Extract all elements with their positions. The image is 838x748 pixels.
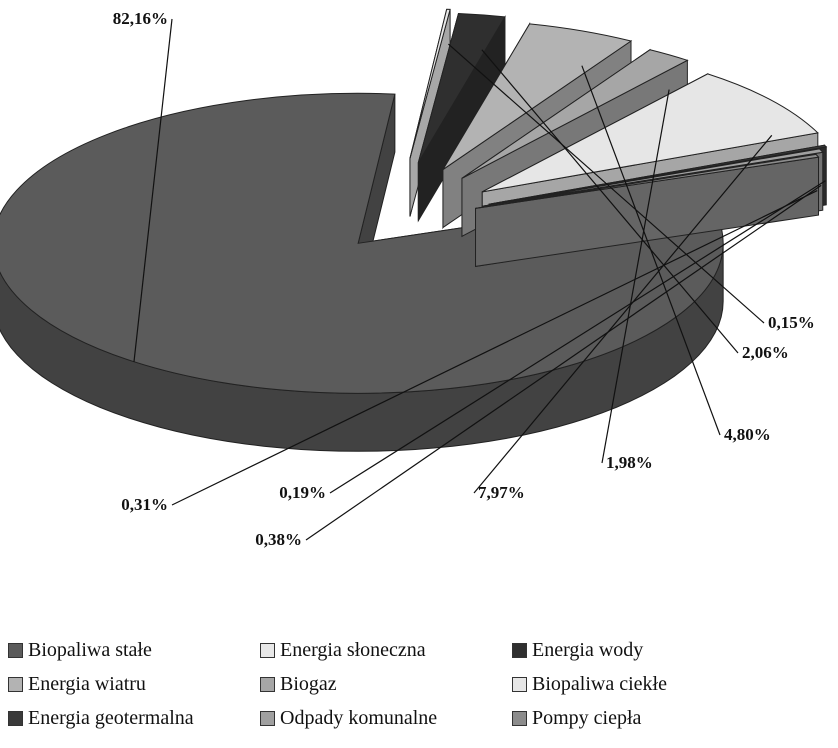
leader-line: [305, 184, 822, 541]
legend-item: Energia wiatru: [8, 672, 260, 696]
leader-line: [601, 89, 670, 464]
legend-swatch: [8, 642, 23, 658]
leader-line: [473, 134, 773, 494]
leader-line: [448, 43, 765, 324]
legend-label: Energia wody: [532, 638, 644, 661]
legend-label: Pompy ciepła: [532, 706, 642, 729]
legend-item: Energia geotermalna: [8, 706, 260, 730]
pie-slice-top: [442, 23, 633, 170]
slice-value-label: 0,15%: [768, 313, 815, 332]
pie-slice-top: [482, 73, 819, 193]
pie-slice-top: [475, 153, 820, 209]
legend-label: Energia geotermalna: [28, 706, 194, 729]
slice-value-label: 1,98%: [606, 453, 653, 472]
pie-slice-top: [488, 144, 828, 205]
slice-value-label: 0,31%: [121, 495, 168, 514]
legend-swatch: [512, 676, 527, 692]
legend-item: Pompy ciepła: [512, 706, 764, 730]
legend-label: Odpady komunalne: [280, 706, 438, 729]
pie-chart: 82,16% 0,15% 2,06% 4,80% 1,98% 7,97% 0,19% 0,38…: [0, 8, 828, 549]
legend-label: Biopaliwa ciekłe: [532, 672, 667, 695]
legend-item: Energia słoneczna: [260, 638, 512, 662]
leader-line: [133, 18, 173, 362]
slice-value-label: 0,19%: [279, 483, 326, 502]
slice-value-label: 7,97%: [478, 483, 525, 502]
legend-swatch: [260, 642, 275, 658]
leader-line: [171, 189, 818, 506]
legend-item: Biogaz: [260, 672, 512, 696]
slice-value-label: 2,06%: [742, 343, 789, 362]
pie-slices: [0, 8, 828, 452]
pie-slice-top: [409, 8, 451, 159]
legend-item: Odpady komunalne: [260, 706, 512, 730]
legend-swatch: [260, 710, 275, 726]
slice-value-label: 4,80%: [724, 425, 771, 444]
legend-swatch: [8, 710, 23, 726]
pie-slice-top: [482, 148, 824, 207]
pie-slice-top: [461, 49, 689, 179]
legend-item: Biopaliwa ciekłe: [512, 672, 764, 696]
pie-labels: 82,16% 0,15% 2,06% 4,80% 1,98% 7,97% 0,19% 0,38…: [113, 9, 826, 549]
legend-label: Energia słoneczna: [280, 638, 426, 661]
legend-label: Biogaz: [280, 672, 337, 695]
leader-line: [329, 180, 826, 494]
chart-legend: Biopaliwa stałe Energia słoneczna Energia …: [8, 638, 808, 730]
legend-item: Biopaliwa stałe: [8, 638, 260, 662]
slice-value-label: 82,16%: [113, 9, 168, 28]
legend-item: Energia wody: [512, 638, 764, 662]
leader-line: [481, 49, 739, 354]
slice-value-label: 0,38%: [255, 530, 302, 549]
legend-swatch: [260, 676, 275, 692]
legend-swatch: [8, 676, 23, 692]
leader-line: [581, 65, 721, 436]
legend-label: Biopaliwa stałe: [28, 638, 152, 661]
legend-swatch: [512, 642, 527, 658]
legend-swatch: [512, 710, 527, 726]
legend-label: Energia wiatru: [28, 672, 146, 695]
